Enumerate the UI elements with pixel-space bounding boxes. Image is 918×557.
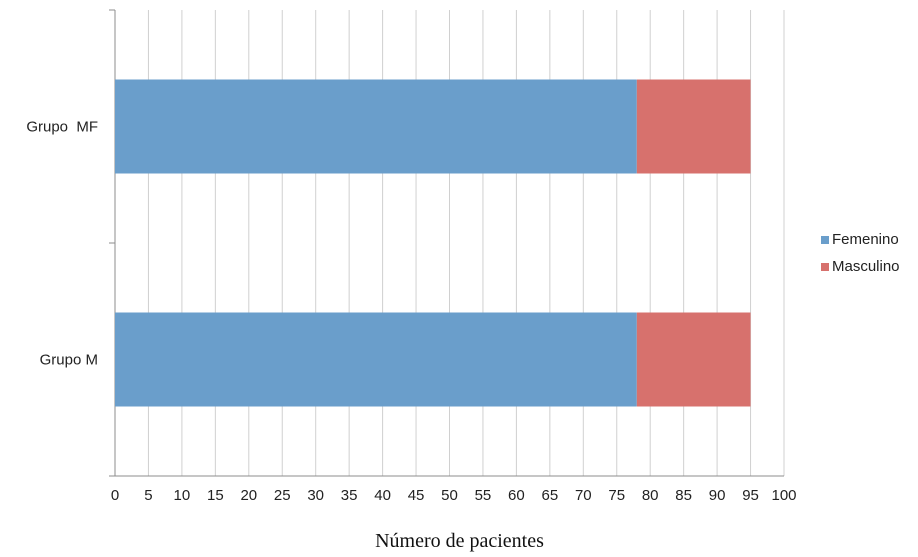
- x-tick-label: 55: [475, 487, 492, 504]
- x-tick-label: 100: [771, 487, 796, 504]
- x-tick-label: 90: [709, 487, 726, 504]
- x-tick-label: 30: [307, 487, 324, 504]
- legend-label-masculino: Masculino: [832, 258, 900, 275]
- bar-femenino-2: [115, 312, 637, 407]
- legend-swatch-masculino: [821, 263, 829, 271]
- bar-masculino-1: [636, 79, 751, 174]
- x-tick-label: 10: [174, 487, 191, 504]
- bars: [115, 79, 751, 407]
- x-axis-title: Número de pacientes: [375, 530, 544, 552]
- x-tick-label: 60: [508, 487, 525, 504]
- x-tick-label: 75: [608, 487, 625, 504]
- x-tick-label: 95: [742, 487, 759, 504]
- legend: Femenino Masculino: [821, 231, 900, 275]
- bar-masculino-2: [636, 312, 751, 407]
- x-tick-label: 85: [675, 487, 692, 504]
- x-tick-label: 40: [374, 487, 391, 504]
- x-tick-label: 70: [575, 487, 592, 504]
- x-tick-labels: 0 5 10 15 20 25 30 35 40 45 50 55 60 65 70 75 80 85 90 95 10…: [111, 487, 797, 504]
- x-tick-label: 45: [408, 487, 425, 504]
- x-tick-label: 80: [642, 487, 659, 504]
- category-label: Grupo M: [40, 352, 98, 369]
- category-labels: Grupo MF Grupo M: [26, 119, 98, 369]
- x-tick-label: 20: [240, 487, 257, 504]
- category-label: Grupo MF: [26, 119, 98, 136]
- x-tick-label: 35: [341, 487, 358, 504]
- x-tick-label: 5: [144, 487, 152, 504]
- x-tick-label: 50: [441, 487, 458, 504]
- x-tick-label: 15: [207, 487, 224, 504]
- x-tick-label: 25: [274, 487, 291, 504]
- legend-label-femenino: Femenino: [832, 231, 899, 248]
- legend-swatch-femenino: [821, 236, 829, 244]
- bar-femenino-1: [115, 79, 637, 174]
- x-tick-label: 0: [111, 487, 119, 504]
- x-tick-label: 65: [542, 487, 559, 504]
